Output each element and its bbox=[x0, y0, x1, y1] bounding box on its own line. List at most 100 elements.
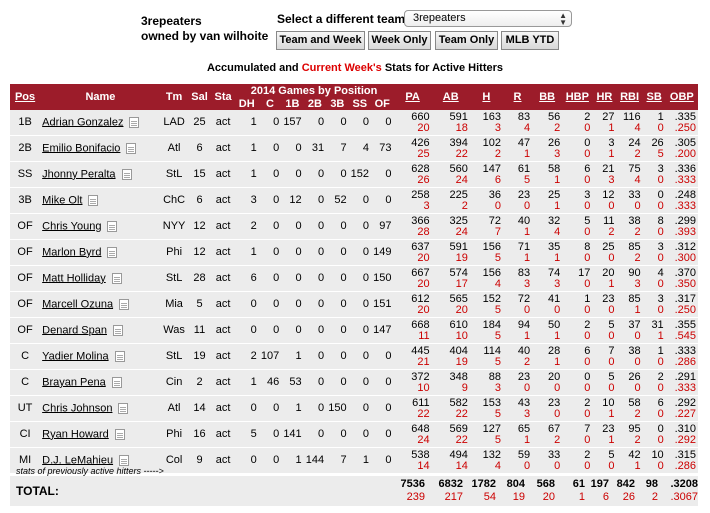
sort-hbp-link[interactable]: HBP bbox=[565, 91, 589, 103]
news-note-icon[interactable] bbox=[88, 194, 99, 206]
team-and-week-button[interactable]: Team and Week bbox=[276, 31, 365, 50]
games-at-position: 0 bbox=[281, 265, 304, 292]
player-status: act bbox=[211, 265, 235, 292]
stat-cell: 127 5 bbox=[469, 421, 503, 448]
games-at-position: 0 bbox=[371, 395, 394, 422]
col-header-r[interactable]: R bbox=[502, 84, 533, 110]
sort-obp-link[interactable]: OBP bbox=[669, 91, 694, 103]
player-name-link[interactable]: Adrian Gonzalez bbox=[42, 116, 124, 129]
player-team: Atl bbox=[160, 135, 188, 162]
week-stat: 0 bbox=[554, 381, 561, 394]
stat-cell: 156 5 bbox=[469, 239, 503, 266]
stat-cell: 325 24 bbox=[431, 213, 470, 240]
player-name-cell: Ryan Howard bbox=[40, 421, 161, 448]
games-at-position: 97 bbox=[371, 213, 394, 240]
sort-bb-link[interactable]: BB bbox=[539, 91, 556, 103]
col-header-obp[interactable]: OBP bbox=[665, 84, 698, 110]
player-name-link[interactable]: Mike Olt bbox=[42, 194, 83, 207]
player-row: OF Marcell Ozuna Mia 5 act 0 0 0 0 0 0 151 612 20 565 2… bbox=[10, 291, 698, 318]
player-name-link[interactable]: Matt Holliday bbox=[42, 272, 106, 285]
week-stat: 25 bbox=[417, 147, 430, 160]
sort-ab-link[interactable]: AB bbox=[442, 91, 459, 103]
player-name-link[interactable]: Yadier Molina bbox=[42, 350, 109, 363]
news-note-icon[interactable] bbox=[107, 220, 118, 232]
col-header-hr[interactable]: HR bbox=[592, 84, 617, 110]
news-note-icon[interactable] bbox=[114, 428, 125, 440]
news-note-icon[interactable] bbox=[107, 246, 118, 258]
week-only-button[interactable]: Week Only bbox=[368, 31, 431, 50]
player-team: StL bbox=[160, 161, 188, 188]
week-stat: 22 bbox=[455, 407, 468, 420]
stat-cell: 116 4 bbox=[616, 110, 643, 136]
news-note-icon[interactable] bbox=[118, 402, 129, 414]
col-header-sb[interactable]: SB bbox=[642, 84, 666, 110]
games-at-position: 12 bbox=[281, 187, 304, 214]
season-stat: 42 bbox=[628, 448, 641, 461]
games-at-position: 0 bbox=[348, 291, 372, 318]
news-note-icon[interactable] bbox=[114, 350, 125, 362]
player-name-link[interactable]: Brayan Pena bbox=[42, 376, 106, 389]
player-row: CI Ryan Howard Phi 16 act 5 0 141 0 0 0 0 648 24 569 22… bbox=[10, 421, 698, 448]
player-salary: 14 bbox=[187, 395, 212, 422]
player-name-cell: Marlon Byrd bbox=[40, 239, 161, 266]
player-team: StL bbox=[160, 343, 188, 370]
season-stat: 38 bbox=[628, 344, 641, 357]
mlb-ytd-button[interactable]: MLB YTD bbox=[501, 31, 559, 50]
news-note-icon[interactable] bbox=[121, 168, 132, 180]
player-name-link[interactable]: Chris Johnson bbox=[42, 402, 113, 415]
total-stat: 61 1 bbox=[573, 478, 585, 504]
season-stat: 565 bbox=[449, 292, 468, 305]
col-header-hbp[interactable]: HBP bbox=[562, 84, 593, 110]
player-name-link[interactable]: D.J. LeMahieu bbox=[42, 454, 114, 467]
sort-sb-link[interactable]: SB bbox=[646, 91, 662, 103]
col-header-bb[interactable]: BB bbox=[532, 84, 563, 110]
season-stat: 114 bbox=[483, 344, 501, 357]
season-stat: 2 bbox=[657, 370, 664, 383]
player-name-link[interactable]: Ryan Howard bbox=[42, 428, 109, 441]
team-only-button[interactable]: Team Only bbox=[435, 31, 498, 50]
week-stat: 0 bbox=[608, 355, 615, 368]
news-note-icon[interactable] bbox=[129, 116, 140, 128]
news-note-icon[interactable] bbox=[119, 298, 130, 310]
week-stat: 0 bbox=[584, 121, 591, 134]
col-header-rbi[interactable]: RBI bbox=[616, 84, 643, 110]
sort-pa-link[interactable]: PA bbox=[405, 91, 420, 103]
col-header-ab[interactable]: AB bbox=[431, 84, 470, 110]
news-note-icon[interactable] bbox=[119, 454, 130, 466]
season-stat: 4 bbox=[657, 266, 664, 279]
week-stat: 0 bbox=[657, 199, 664, 212]
season-stat: 7 bbox=[584, 422, 591, 435]
week-stat: .393 bbox=[674, 225, 696, 238]
total-stat: 7536 239 bbox=[401, 478, 425, 504]
player-row: OF Marlon Byrd Phi 12 act 1 0 0 0 0 0 149 637 20 591 19… bbox=[10, 239, 698, 266]
week-stat: 17 bbox=[455, 277, 468, 290]
games-at-position: 0 bbox=[258, 447, 282, 474]
player-name-link[interactable]: Marlon Byrd bbox=[42, 246, 102, 259]
sort-pos-link[interactable]: Pos bbox=[14, 91, 36, 103]
col-header-pa[interactable]: PA bbox=[393, 84, 432, 110]
sort-h-link[interactable]: H bbox=[482, 91, 491, 103]
news-note-icon[interactable] bbox=[111, 272, 122, 284]
player-name-link[interactable]: Denard Span bbox=[42, 324, 107, 337]
season-stat: 667 bbox=[411, 266, 430, 279]
stat-cell: 38 0 bbox=[616, 343, 643, 370]
news-note-icon[interactable] bbox=[111, 376, 122, 388]
player-name-link[interactable]: Jhonny Peralta bbox=[42, 168, 116, 181]
player-name-link[interactable]: Emilio Bonifacio bbox=[42, 142, 121, 155]
team-select-dropdown[interactable]: 3repeaters ▲ ▼ bbox=[404, 10, 572, 27]
news-note-icon[interactable] bbox=[112, 324, 123, 336]
sort-rbi-link[interactable]: RBI bbox=[620, 91, 640, 103]
player-name-link[interactable]: Marcell Ozuna bbox=[42, 298, 114, 311]
games-at-position: 0 bbox=[258, 110, 282, 136]
games-at-position: 0 bbox=[326, 369, 349, 396]
sort-r-link[interactable]: R bbox=[513, 91, 522, 103]
news-note-icon[interactable] bbox=[126, 142, 137, 154]
player-name-link[interactable]: Chris Young bbox=[42, 220, 102, 233]
col-header-h[interactable]: H bbox=[469, 84, 503, 110]
season-stat: 40 bbox=[517, 214, 531, 227]
week-stat: 2 bbox=[634, 147, 641, 160]
col-header-pos[interactable]: Pos bbox=[10, 84, 41, 110]
week-stat: 22 bbox=[417, 407, 430, 420]
sort-hr-link[interactable]: HR bbox=[596, 91, 613, 103]
